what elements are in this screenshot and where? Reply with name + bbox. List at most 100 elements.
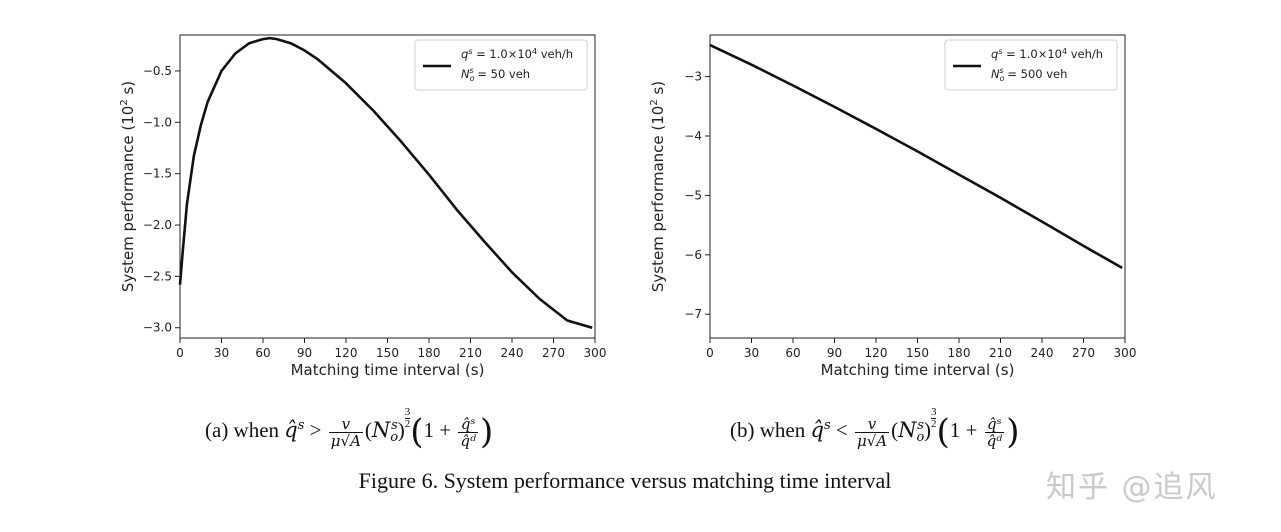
figure-caption: Figure 6. System performance versus matc… — [358, 468, 892, 493]
x-tick-label: 180 — [948, 346, 971, 360]
legend-q-unit: veh/h — [537, 47, 573, 61]
x-tick-label: 60 — [785, 346, 800, 360]
subcaption-b: (b) when q̂s < v μ√A (Nos) 3 2(1 + q̂ˢ q̂ᵈ) — [730, 406, 1020, 453]
y-axis-title-main: System performance (10 — [119, 106, 137, 292]
exp-num: 3 — [404, 406, 411, 419]
x-tick-label: 150 — [906, 346, 929, 360]
subcaption-b-frac: v μ√A — [854, 416, 890, 450]
y-axis-title-tail: s) — [649, 81, 667, 99]
series-line — [709, 43, 1123, 270]
x-axis-title: Matching time interval (s) — [291, 361, 485, 379]
y-tick-label: −2.5 — [143, 269, 172, 283]
x-tick-label: 0 — [176, 346, 184, 360]
y-tick-label: −2.0 — [143, 218, 172, 232]
legend-line-2: Nos = 50 veh — [461, 66, 530, 83]
y-tick-label: −3 — [684, 70, 702, 84]
x-tick-label: 270 — [542, 346, 565, 360]
one-plus: 1 + — [423, 418, 457, 442]
frac-den: μ√A — [856, 431, 888, 450]
watermark: 知乎 @追风 — [1046, 470, 1218, 505]
legend-line-1: qs = 1.0×104 veh/h — [461, 47, 573, 61]
x-tick-label: 270 — [1072, 346, 1095, 360]
big-paren-close: ) — [1006, 412, 1020, 453]
subcaption-a-gt: > — [304, 418, 327, 442]
subcaption-b-var: q̂ — [810, 418, 824, 442]
n-sub: o — [390, 430, 399, 445]
frac-num: v — [328, 416, 363, 433]
y-tick-label: −6 — [684, 248, 702, 262]
legend-n: N — [991, 67, 1000, 81]
chart-b: 0 30 60 90 120 150 180 210 240 270 300 −3 −4 −5 −6 −7 Ma… — [649, 34, 1136, 379]
x-tick-label: 240 — [1031, 346, 1054, 360]
y-axis-title-tail: s) — [119, 81, 137, 99]
ratio-frac: q̂ˢ q̂ᵈ — [984, 416, 1005, 450]
n-sup: s — [391, 418, 398, 433]
frac-den: μ√A — [330, 431, 361, 450]
legend-line-1: qs = 1.0×104 veh/h — [991, 47, 1103, 61]
chart-a: 0 30 60 90 120 150 180 210 240 270 300 −0.5 −1.0 −1.5… — [119, 34, 606, 379]
subcaption-a: (a) when q̂s > v μ√A (Nos) 3 2(1 + q̂ˢ q̂ᵈ) — [205, 406, 493, 453]
legend-line-2: Nos = 500 veh — [991, 66, 1067, 83]
y-axis-title-sup: 2 — [649, 99, 660, 105]
legend-n-sup: s — [470, 66, 474, 75]
legend-q-sup: s — [998, 47, 1002, 56]
ratio-den: q̂ᵈ — [986, 431, 1003, 450]
subcaption-a-sup: s — [297, 418, 305, 433]
legend-n-sup: s — [1000, 66, 1004, 75]
x-tick-label: 120 — [865, 346, 888, 360]
legend-q-exp: 4 — [532, 47, 537, 56]
subcaption-b-prefix: (b) when — [730, 418, 811, 442]
paren-open: ( — [891, 418, 899, 442]
y-tick-label: −5 — [684, 188, 702, 202]
big-paren-open: ( — [410, 412, 424, 453]
y-axis-title: System performance (102 s) — [119, 81, 137, 292]
subcaption-a-frac: v μ√A — [328, 416, 363, 450]
n-var: N — [898, 418, 917, 442]
ratio-den: q̂ᵈ — [460, 431, 476, 450]
paren-open: ( — [364, 418, 372, 442]
x-tick-label: 30 — [744, 346, 759, 360]
x-tick-label: 30 — [214, 346, 229, 360]
legend-q-unit: veh/h — [1067, 47, 1103, 61]
x-tick-label: 90 — [827, 346, 842, 360]
x-tick-label: 240 — [501, 346, 524, 360]
series-line — [178, 36, 593, 329]
legend-n-val: = 500 veh — [1004, 67, 1068, 81]
legend-n-sub: o — [1000, 74, 1005, 83]
ratio-num: q̂ˢ — [984, 416, 1005, 433]
exp-den: 2 — [404, 418, 411, 430]
one-plus: 1 + — [949, 418, 983, 442]
frac-num: v — [854, 416, 890, 433]
subcaption-a-prefix: (a) when — [205, 418, 285, 442]
n-sup: s — [917, 418, 924, 433]
paren-close: ) — [397, 418, 405, 442]
x-tick-label: 0 — [706, 346, 714, 360]
x-axis-title: Matching time interval (s) — [821, 361, 1015, 379]
subcaption-b-lt: < — [830, 418, 853, 442]
y-tick-label: −7 — [684, 307, 702, 321]
legend-q: q — [461, 47, 468, 61]
x-tick-label: 150 — [376, 346, 399, 360]
legend-q-sup: s — [468, 47, 472, 56]
legend-n-sub: o — [470, 74, 475, 83]
exp-num: 3 — [930, 406, 937, 419]
x-tick-label: 90 — [297, 346, 312, 360]
x-tick-label: 210 — [459, 346, 482, 360]
ratio-frac: q̂ˢ q̂ᵈ — [458, 416, 478, 449]
n-var: N — [371, 418, 391, 442]
paren-close: ) — [923, 418, 931, 442]
legend-q-eq: = 1.0×10 — [1002, 47, 1062, 61]
subcaption-a-var: q̂ — [284, 418, 298, 442]
exp-den: 2 — [930, 418, 937, 430]
x-tick-label: 60 — [255, 346, 270, 360]
y-tick-label: −3.0 — [143, 321, 172, 335]
x-tick-label: 120 — [335, 346, 358, 360]
legend-n-val: = 50 veh — [474, 67, 530, 81]
legend-n: N — [461, 67, 470, 81]
y-axis-title-main: System performance (10 — [649, 106, 667, 292]
big-paren-open: ( — [936, 412, 950, 453]
x-tick-label: 180 — [418, 346, 441, 360]
